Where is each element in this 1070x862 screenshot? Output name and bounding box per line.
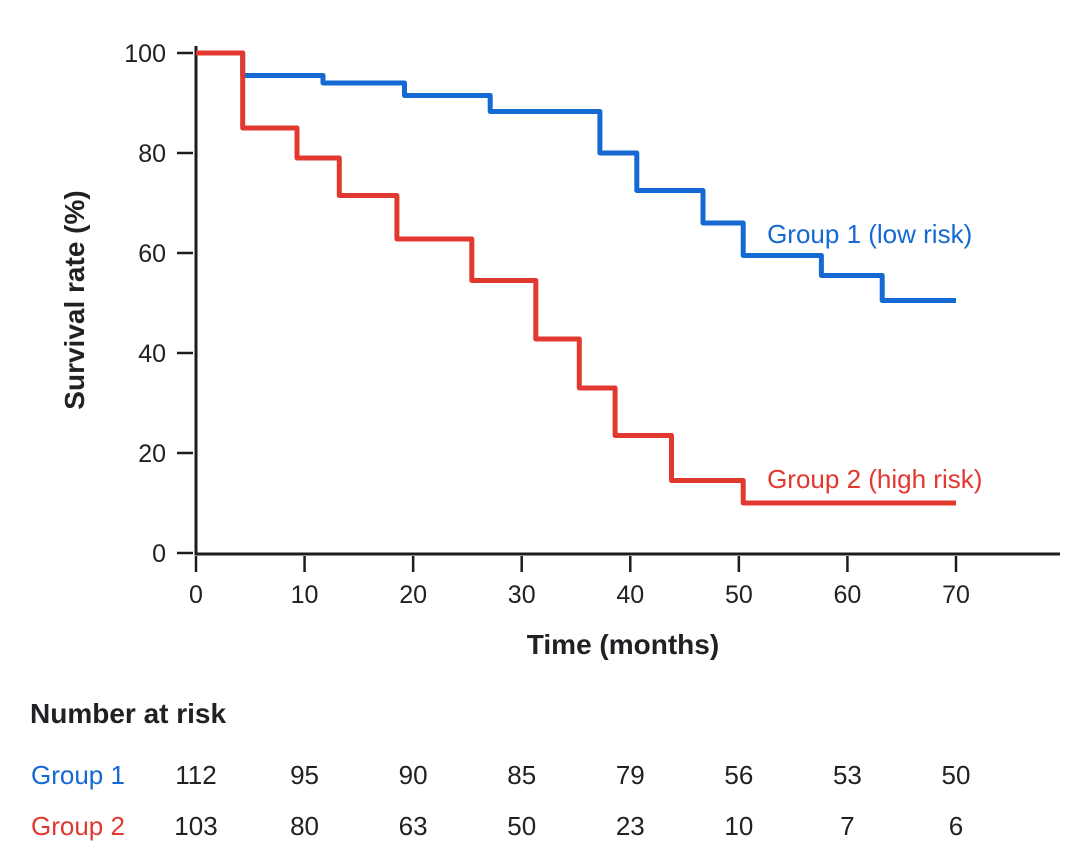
x-tick-label: 30: [508, 581, 536, 609]
y-axis-ticks: 0 20 40 60 80 100: [124, 40, 193, 568]
axes: [194, 46, 1060, 556]
x-tick-label: 40: [616, 581, 644, 609]
survival-curve-group-2: [196, 50, 956, 506]
risk-cell: 112: [175, 760, 216, 790]
risk-cell: 85: [507, 760, 536, 790]
survival-curve-group-1: [196, 50, 956, 303]
y-tick-label: 20: [138, 440, 166, 468]
risk-cell: 7: [840, 811, 854, 841]
risk-cell: 79: [616, 760, 645, 790]
x-axis-title: Time (months): [527, 629, 719, 660]
risk-cell: 10: [724, 811, 753, 841]
risk-cell: 6: [949, 811, 963, 841]
curve-annotations: Group 1 (low risk) Group 2 (high risk): [767, 219, 982, 494]
y-tick-label: 40: [138, 340, 166, 368]
risk-cell: 80: [290, 811, 319, 841]
x-tick-label: 50: [725, 581, 753, 609]
risk-table-rows: Group 1 112 95 90 85 79 56 53 50 Group 2 103 80 63 50…: [31, 760, 970, 841]
x-tick-label: 60: [834, 581, 862, 609]
risk-cell: 53: [833, 760, 862, 790]
risk-cell: 23: [616, 811, 645, 841]
risk-cell: 50: [507, 811, 536, 841]
risk-cell: 95: [290, 760, 319, 790]
risk-cell: 103: [174, 811, 217, 841]
x-axis-ticks: 0 10 20 30 40 50 60 70: [189, 556, 970, 609]
risk-row-label: Group 1: [31, 760, 125, 790]
risk-table-title: Number at risk: [30, 698, 226, 729]
y-tick-label: 80: [138, 140, 166, 168]
x-tick-label: 70: [942, 581, 970, 609]
y-tick-label: 60: [138, 240, 166, 268]
risk-row-label: Group 2: [31, 811, 125, 841]
risk-cell: 50: [942, 760, 971, 790]
risk-table-row: Group 2 103 80 63 50 23 10 7 6: [31, 811, 963, 841]
risk-cell: 90: [399, 760, 428, 790]
y-axis-title: Survival rate (%): [59, 190, 90, 409]
curve-label-group-2: Group 2 (high risk): [767, 464, 982, 494]
risk-table-row: Group 1 112 95 90 85 79 56 53 50: [31, 760, 970, 790]
number-at-risk-table: Number at risk Group 1 112 95 90 85 79 56 53 50G…: [30, 698, 970, 841]
risk-cell: 63: [399, 811, 428, 841]
x-tick-label: 20: [399, 581, 427, 609]
x-tick-label: 0: [189, 581, 203, 609]
curve-label-group-1: Group 1 (low risk): [767, 219, 972, 249]
y-tick-label: 100: [124, 40, 166, 68]
x-tick-label: 10: [291, 581, 319, 609]
risk-cell: 56: [724, 760, 753, 790]
survival-curves: [196, 50, 956, 506]
y-tick-label: 0: [152, 540, 166, 568]
